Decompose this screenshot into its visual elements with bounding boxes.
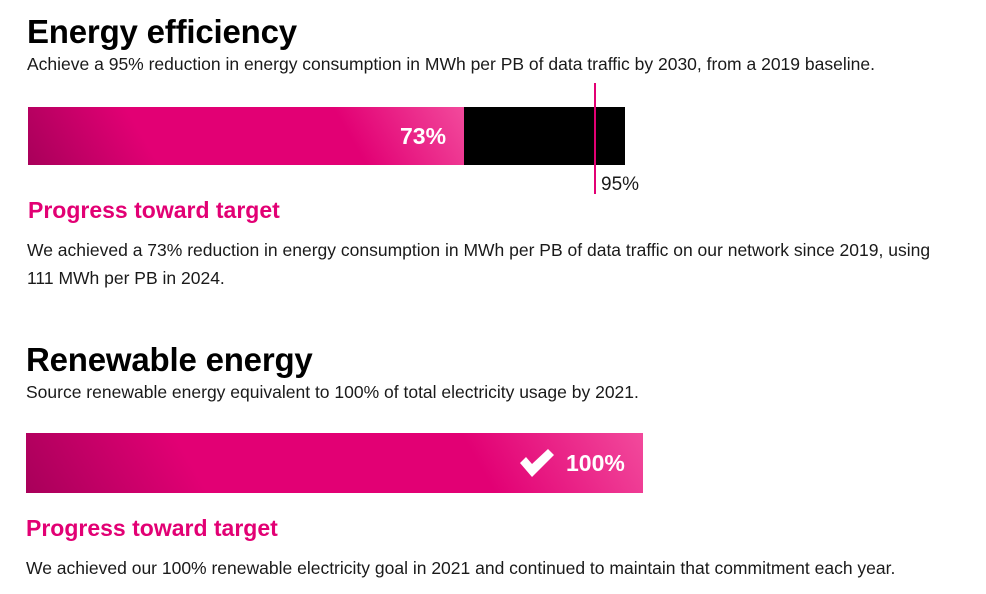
- renewable-energy-title: Renewable energy: [26, 341, 313, 378]
- renewable-energy-body: We achieved our 100% renewable electrici…: [26, 558, 896, 578]
- energy-efficiency-progress-heading: Progress toward target: [28, 197, 280, 223]
- checkmark-icon: [520, 449, 554, 477]
- renewable-energy-progress-heading: Progress toward target: [26, 515, 278, 541]
- energy-efficiency-bar-fill: [28, 107, 464, 165]
- energy-efficiency-subtitle: Achieve a 95% reduction in energy consum…: [27, 54, 875, 74]
- renewable-energy-bar-track: 100%: [26, 433, 643, 493]
- renewable-energy-subtitle: Source renewable energy equivalent to 10…: [26, 382, 639, 402]
- renewable-energy-value: 100%: [518, 433, 625, 493]
- energy-efficiency-target-label: 95%: [601, 174, 640, 195]
- energy-efficiency-title: Energy efficiency: [27, 13, 297, 50]
- energy-efficiency-bar-track: 73%: [28, 107, 625, 165]
- renewable-energy-value-label: 100%: [566, 449, 625, 476]
- energy-efficiency-target-marker: [594, 83, 596, 194]
- energy-efficiency-body: We achieved a 73% reduction in energy co…: [27, 240, 931, 288]
- energy-efficiency-value-label: 73%: [400, 122, 447, 149]
